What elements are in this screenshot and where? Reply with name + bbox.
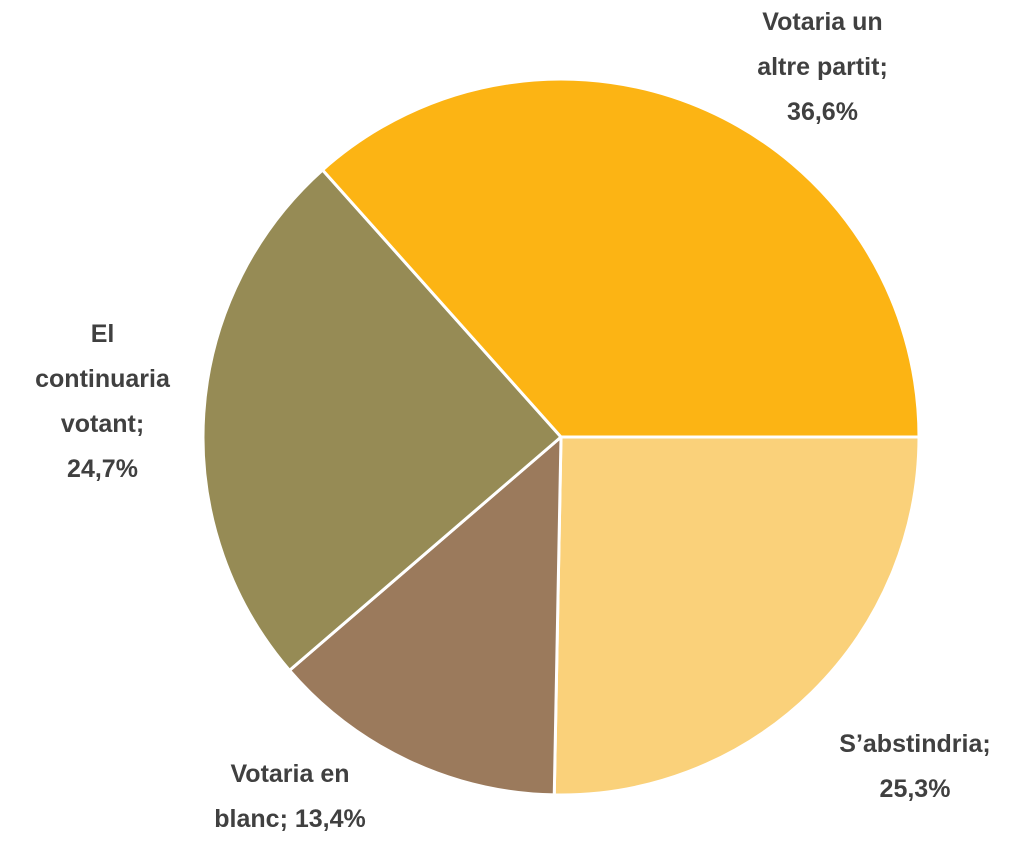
category-name: El continuaria votant: [35, 320, 170, 438]
separator: ;: [982, 730, 991, 758]
value-label: 36,6%: [787, 98, 858, 126]
value-label: 13,4%: [294, 805, 366, 833]
category-name: Votaria en blanc: [214, 760, 350, 833]
data-label: Votaria un altre partit; 36,6%: [735, 0, 910, 135]
separator: ;: [879, 53, 888, 81]
separator: ;: [279, 805, 288, 833]
pie-slice: [552, 435, 921, 797]
data-label: El continuaria votant; 24,7%: [25, 312, 180, 492]
data-label: S’abstindria; 25,3%: [815, 722, 1015, 812]
category-name: S’abstindria: [839, 730, 983, 758]
data-label: Votaria en blanc; 13,4%: [205, 752, 375, 842]
pie-slice: [287, 433, 563, 797]
category-name: Votaria un altre partit: [757, 8, 883, 81]
pie-slice: [320, 77, 921, 439]
pie-slice: [201, 167, 564, 673]
value-label: 25,3%: [879, 775, 951, 803]
value-label: 24,7%: [67, 455, 138, 483]
separator: ;: [135, 410, 145, 438]
